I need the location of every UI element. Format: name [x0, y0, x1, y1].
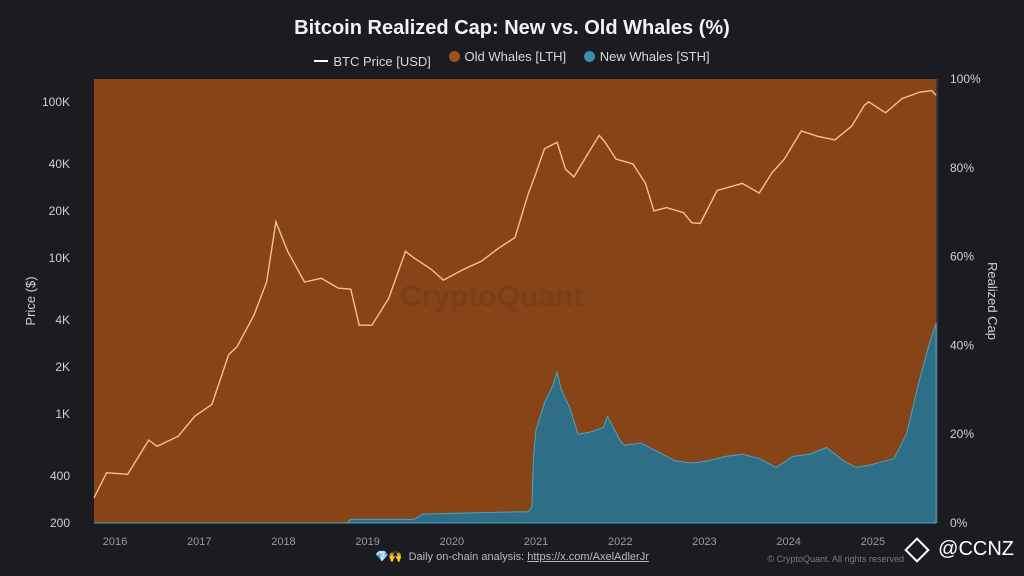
ccnz-badge: @CCNZ: [904, 536, 1014, 563]
left-tick-label: 200: [50, 516, 70, 530]
badge-text: @CCNZ: [938, 538, 1014, 560]
new-whales-area: [94, 323, 937, 524]
right-tick-label: 100%: [950, 72, 981, 86]
x-tick-label: 2021: [524, 536, 548, 548]
left-tick-label: 40K: [49, 157, 70, 171]
right-tick-label: 20%: [950, 427, 974, 441]
x-tick-label: 2019: [355, 536, 379, 548]
legend-label-btc-price: BTC Price [USD]: [333, 53, 431, 69]
y-axis-title-right: Realized Cap: [985, 262, 1000, 340]
watermark: CryptoQuant: [400, 280, 584, 313]
legend-item-btc-price[interactable]: BTC Price [USD]: [314, 54, 431, 69]
left-tick-label: 2K: [55, 360, 70, 374]
x-tick-label: 2024: [776, 536, 800, 548]
right-tick-label: 0%: [950, 516, 968, 530]
chart-title: Bitcoin Realized Cap: New vs. Old Whales…: [294, 17, 730, 39]
legend-dot-icon: [583, 51, 595, 62]
x-tick-label: 2023: [692, 536, 716, 548]
right-tick-label: 40%: [950, 338, 974, 352]
x-tick-label: 2017: [187, 536, 211, 548]
x-tick-label: 2018: [271, 536, 295, 548]
legend-item-new-whales[interactable]: New Whales [STH]: [583, 49, 710, 64]
x-tick-label: 2022: [608, 536, 632, 548]
x-tick-label: 2025: [861, 536, 885, 548]
right-tick-label: 80%: [950, 161, 974, 175]
legend-item-old-whales[interactable]: Old Whales [LTH]: [448, 49, 567, 64]
left-tick-label: 100K: [42, 95, 70, 109]
legend-label-old-whales: Old Whales [LTH]: [464, 49, 567, 64]
right-tick-label: 60%: [950, 250, 974, 264]
legend-dot-icon: [448, 51, 460, 62]
legend-label-new-whales: New Whales [STH]: [599, 49, 710, 64]
legend-line-icon: [314, 60, 329, 62]
legend: BTC Price [USD] Old Whales [LTH] New Wha…: [0, 49, 1024, 69]
footer-text: Daily on-chain analysis:: [408, 551, 525, 563]
diamond-hands-icon: 💎🙌: [375, 551, 403, 563]
left-tick-label: 4K: [55, 313, 70, 327]
left-tick-label: 1K: [55, 407, 70, 421]
diamond-logo-icon: [904, 536, 930, 563]
footer: 💎🙌 Daily on-chain analysis: https://x.co…: [0, 550, 1024, 563]
old-whales-area: [94, 79, 936, 523]
footer-link[interactable]: https://x.com/AxelAdlerJr: [527, 551, 649, 563]
left-tick-label: 400: [50, 469, 70, 483]
btc-price-line: [93, 89, 937, 499]
x-tick-label: 2016: [103, 536, 127, 548]
left-tick-label: 20K: [49, 204, 70, 218]
x-tick-label: 2020: [440, 536, 464, 548]
left-tick-label: 10K: [49, 251, 70, 265]
y-axis-title-left: Price ($): [23, 276, 38, 325]
copyright-text: © CryptoQuant. All rights reserved: [767, 554, 904, 564]
